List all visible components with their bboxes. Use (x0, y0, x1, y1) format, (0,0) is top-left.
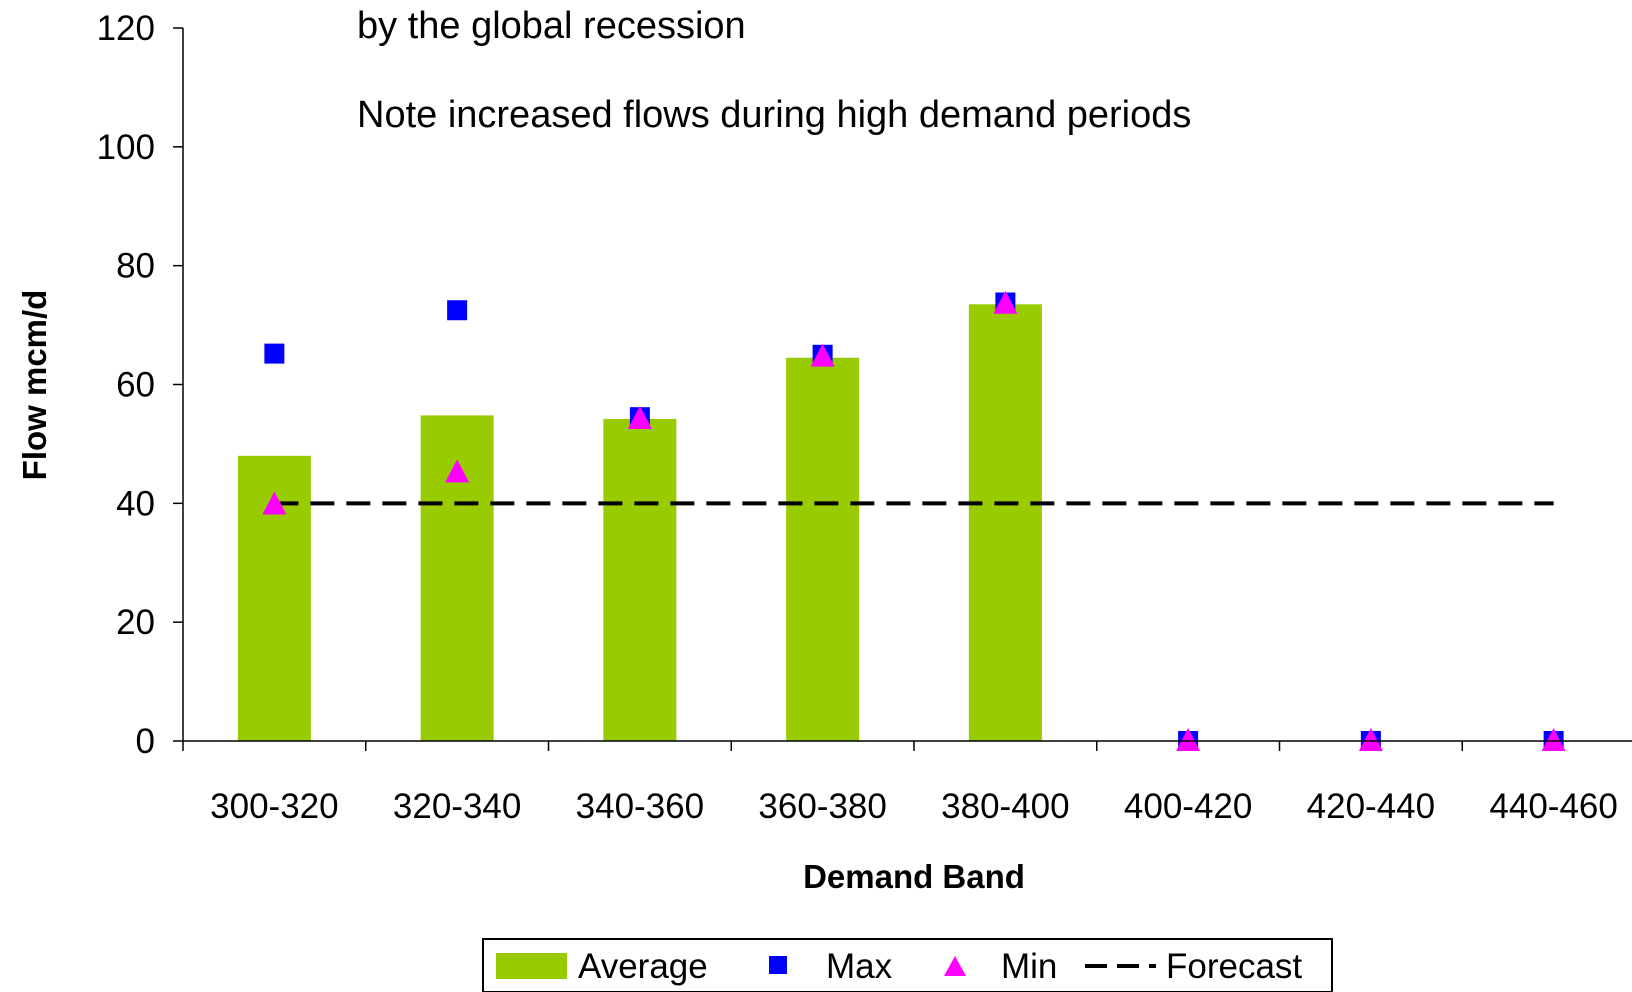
axes: 0 20 40 60 80 100 120 300-320 320-340 340-360 360-… (97, 9, 1632, 826)
min-marker (810, 343, 835, 367)
y-tick-label: 40 (116, 484, 155, 523)
annotation-2: Note increased flows during high demand … (357, 94, 1191, 136)
max-marker (264, 343, 285, 364)
average-bar (603, 418, 677, 741)
x-tick-label: 400-420 (1124, 787, 1252, 826)
legend: Average Max Min Forecast (482, 938, 1333, 992)
legend-min-swatch (944, 956, 966, 976)
average-bars (237, 304, 1042, 741)
series-markers (262, 290, 1566, 751)
min-marker (445, 459, 470, 483)
legend-forecast-label: Forecast (1166, 947, 1302, 986)
x-tick-label: 380-400 (941, 787, 1069, 826)
x-tick-label: 340-360 (576, 787, 704, 826)
y-tick-label: 100 (97, 128, 155, 167)
average-bar (968, 304, 1042, 741)
legend-max-label: Max (826, 947, 893, 986)
y-axis-title: Flow mcm/d (16, 290, 53, 481)
y-tick-label: 120 (97, 9, 155, 48)
x-tick-label: 360-380 (758, 787, 886, 826)
max-marker (447, 300, 468, 321)
min-marker (627, 405, 652, 429)
legend-max-swatch (769, 956, 787, 974)
x-axis-title: Demand Band (803, 858, 1025, 895)
x-tick-label: 420-440 (1307, 787, 1435, 826)
min-marker (993, 290, 1018, 314)
legend-min-label: Min (1001, 947, 1057, 986)
x-tick-label: 300-320 (210, 787, 338, 826)
x-tick-label: 440-460 (1489, 787, 1617, 826)
legend-average-label: Average (578, 947, 708, 986)
y-tick-label: 20 (116, 603, 155, 642)
legend-average-swatch (496, 953, 567, 979)
min-marker (1541, 728, 1566, 751)
min-marker (1176, 728, 1201, 751)
average-bar (786, 357, 860, 741)
y-tick-label: 0 (136, 722, 155, 761)
annotation-1: by the global recession (357, 5, 746, 47)
min-marker (1358, 728, 1383, 751)
y-tick-label: 80 (116, 247, 155, 286)
min-marker (262, 491, 287, 515)
y-tick-label: 60 (116, 366, 155, 405)
x-tick-label: 320-340 (393, 787, 521, 826)
legend-box (482, 938, 1333, 992)
